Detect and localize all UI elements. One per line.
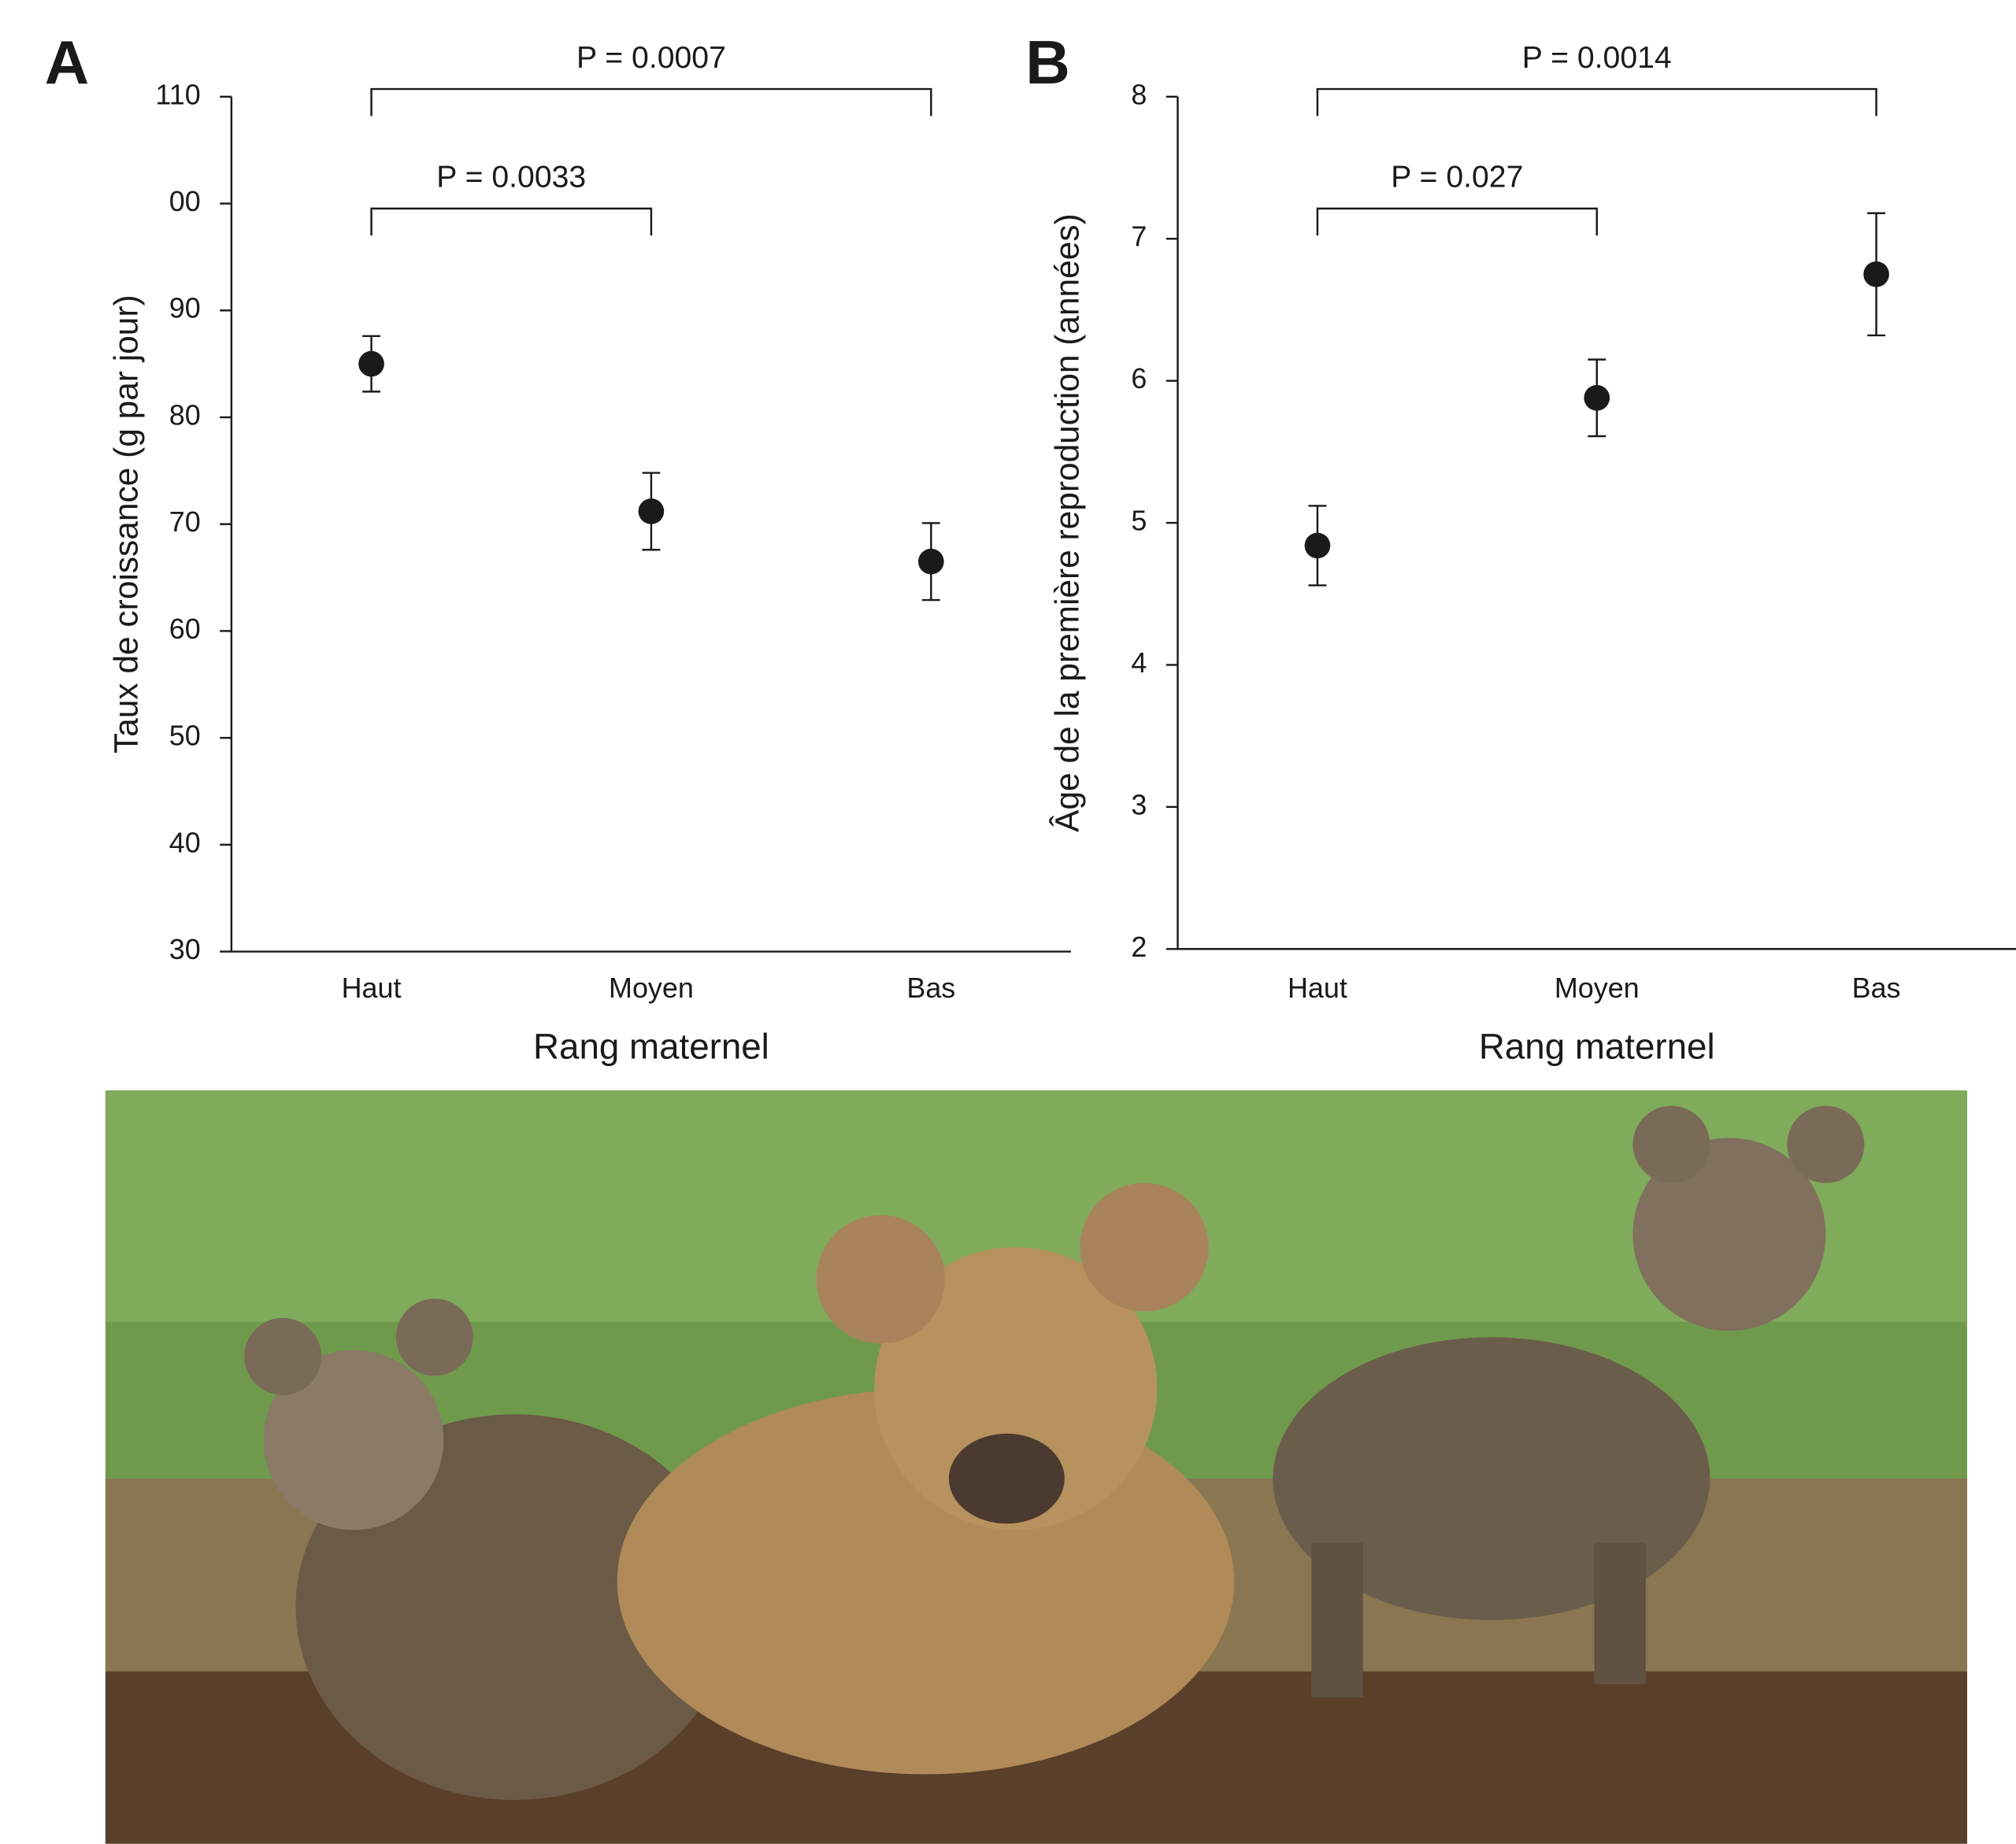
x-axis-title: Rang maternel [533,1027,769,1067]
x-tick-label: Bas [906,972,955,1004]
y-tick-label: 6 [1131,362,1147,394]
y-tick-label: 5 [1131,505,1147,537]
annotation: P = 0.0007 [576,41,726,75]
y-tick-label: 50 [169,720,201,752]
point [1584,384,1610,411]
x-tick-label: Haut [342,972,402,1004]
significance-bracket [370,87,932,117]
point [1304,532,1331,559]
panel-label: A [45,28,90,97]
y-tick-label: 60 [169,613,201,645]
y-tick-label: 110 [155,78,200,110]
y-tick-label: 2 [1131,931,1147,963]
panel-label: B [1025,28,1070,97]
annotation: P = 0.0033 [436,161,586,194]
y-tick-label: 40 [169,826,201,858]
y-axis-title: Taux de croissance (g par jour) [107,294,144,754]
point [638,498,665,524]
significance-bracket [1316,87,1877,117]
annotation: P = 0.027 [1391,161,1523,194]
point [917,548,944,575]
y-tick-label: 90 [169,292,201,324]
x-tick-label: Haut [1288,972,1347,1004]
significance-bracket [370,207,653,236]
significance-bracket [1316,207,1598,236]
y-axis-title: Âge de la première reproduction (années) [1049,213,1086,832]
x-tick-label: Bas [1852,972,1901,1004]
point [1863,261,1889,287]
hyena-photo [105,1090,1967,1844]
y-tick-label: 7 [1131,220,1147,253]
y-tick-label: 80 [169,398,201,431]
x-axis-title: Rang maternel [1479,1027,1715,1067]
annotation: P = 0.0014 [1522,41,1672,75]
y-tick-label: 3 [1131,788,1147,820]
y-tick-label: 30 [169,933,201,965]
y-tick-label: 70 [169,505,201,538]
x-tick-label: Moyen [609,972,694,1004]
x-tick-label: Moyen [1555,972,1640,1004]
point [358,350,384,377]
y-tick-label: 8 [1131,78,1147,110]
y-tick-label: 00 [169,185,201,217]
y-tick-label: 4 [1131,646,1147,679]
